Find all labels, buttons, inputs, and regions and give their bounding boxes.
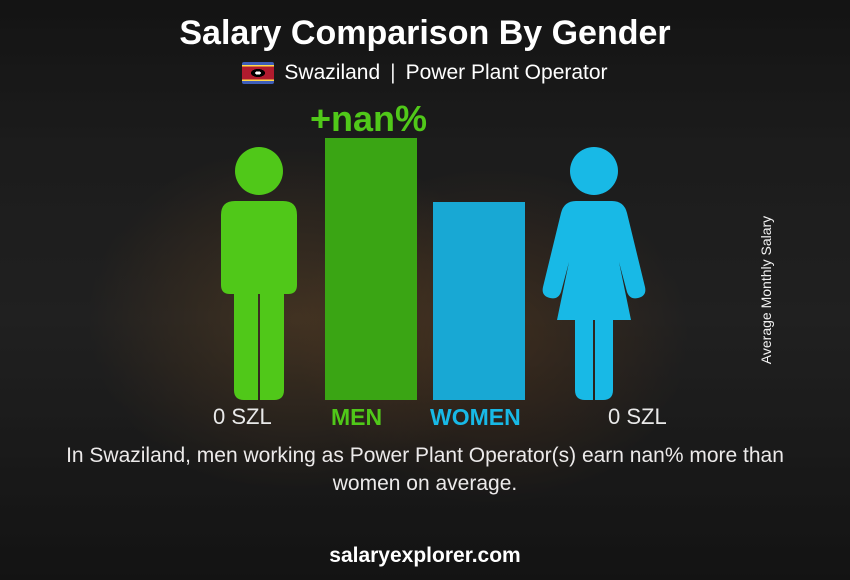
male-icon (205, 145, 313, 400)
female-icon (540, 145, 648, 400)
infographic: Salary Comparison By Gender Swaziland | … (0, 0, 850, 580)
bar-men (325, 138, 417, 400)
value-men: 0 SZL (213, 404, 272, 430)
chart-area (0, 135, 850, 400)
value-women: 0 SZL (608, 404, 667, 430)
y-axis-label: Average Monthly Salary (758, 216, 774, 364)
bar-women (433, 202, 525, 400)
subtitle-row: Swaziland | Power Plant Operator (0, 61, 850, 85)
subtitle-country: Swaziland (284, 61, 380, 85)
page-title: Salary Comparison By Gender (0, 0, 850, 53)
footer-source: salaryexplorer.com (0, 544, 850, 568)
labels-row: 0 SZL MEN WOMEN 0 SZL (0, 404, 850, 434)
summary-text: In Swaziland, men working as Power Plant… (50, 442, 800, 499)
label-women: WOMEN (430, 404, 521, 431)
label-men: MEN (331, 404, 382, 431)
percent-difference-label: +nan% (310, 98, 427, 140)
swaziland-flag-icon (242, 62, 274, 84)
subtitle-job: Power Plant Operator (406, 61, 608, 85)
divider: | (390, 61, 395, 85)
